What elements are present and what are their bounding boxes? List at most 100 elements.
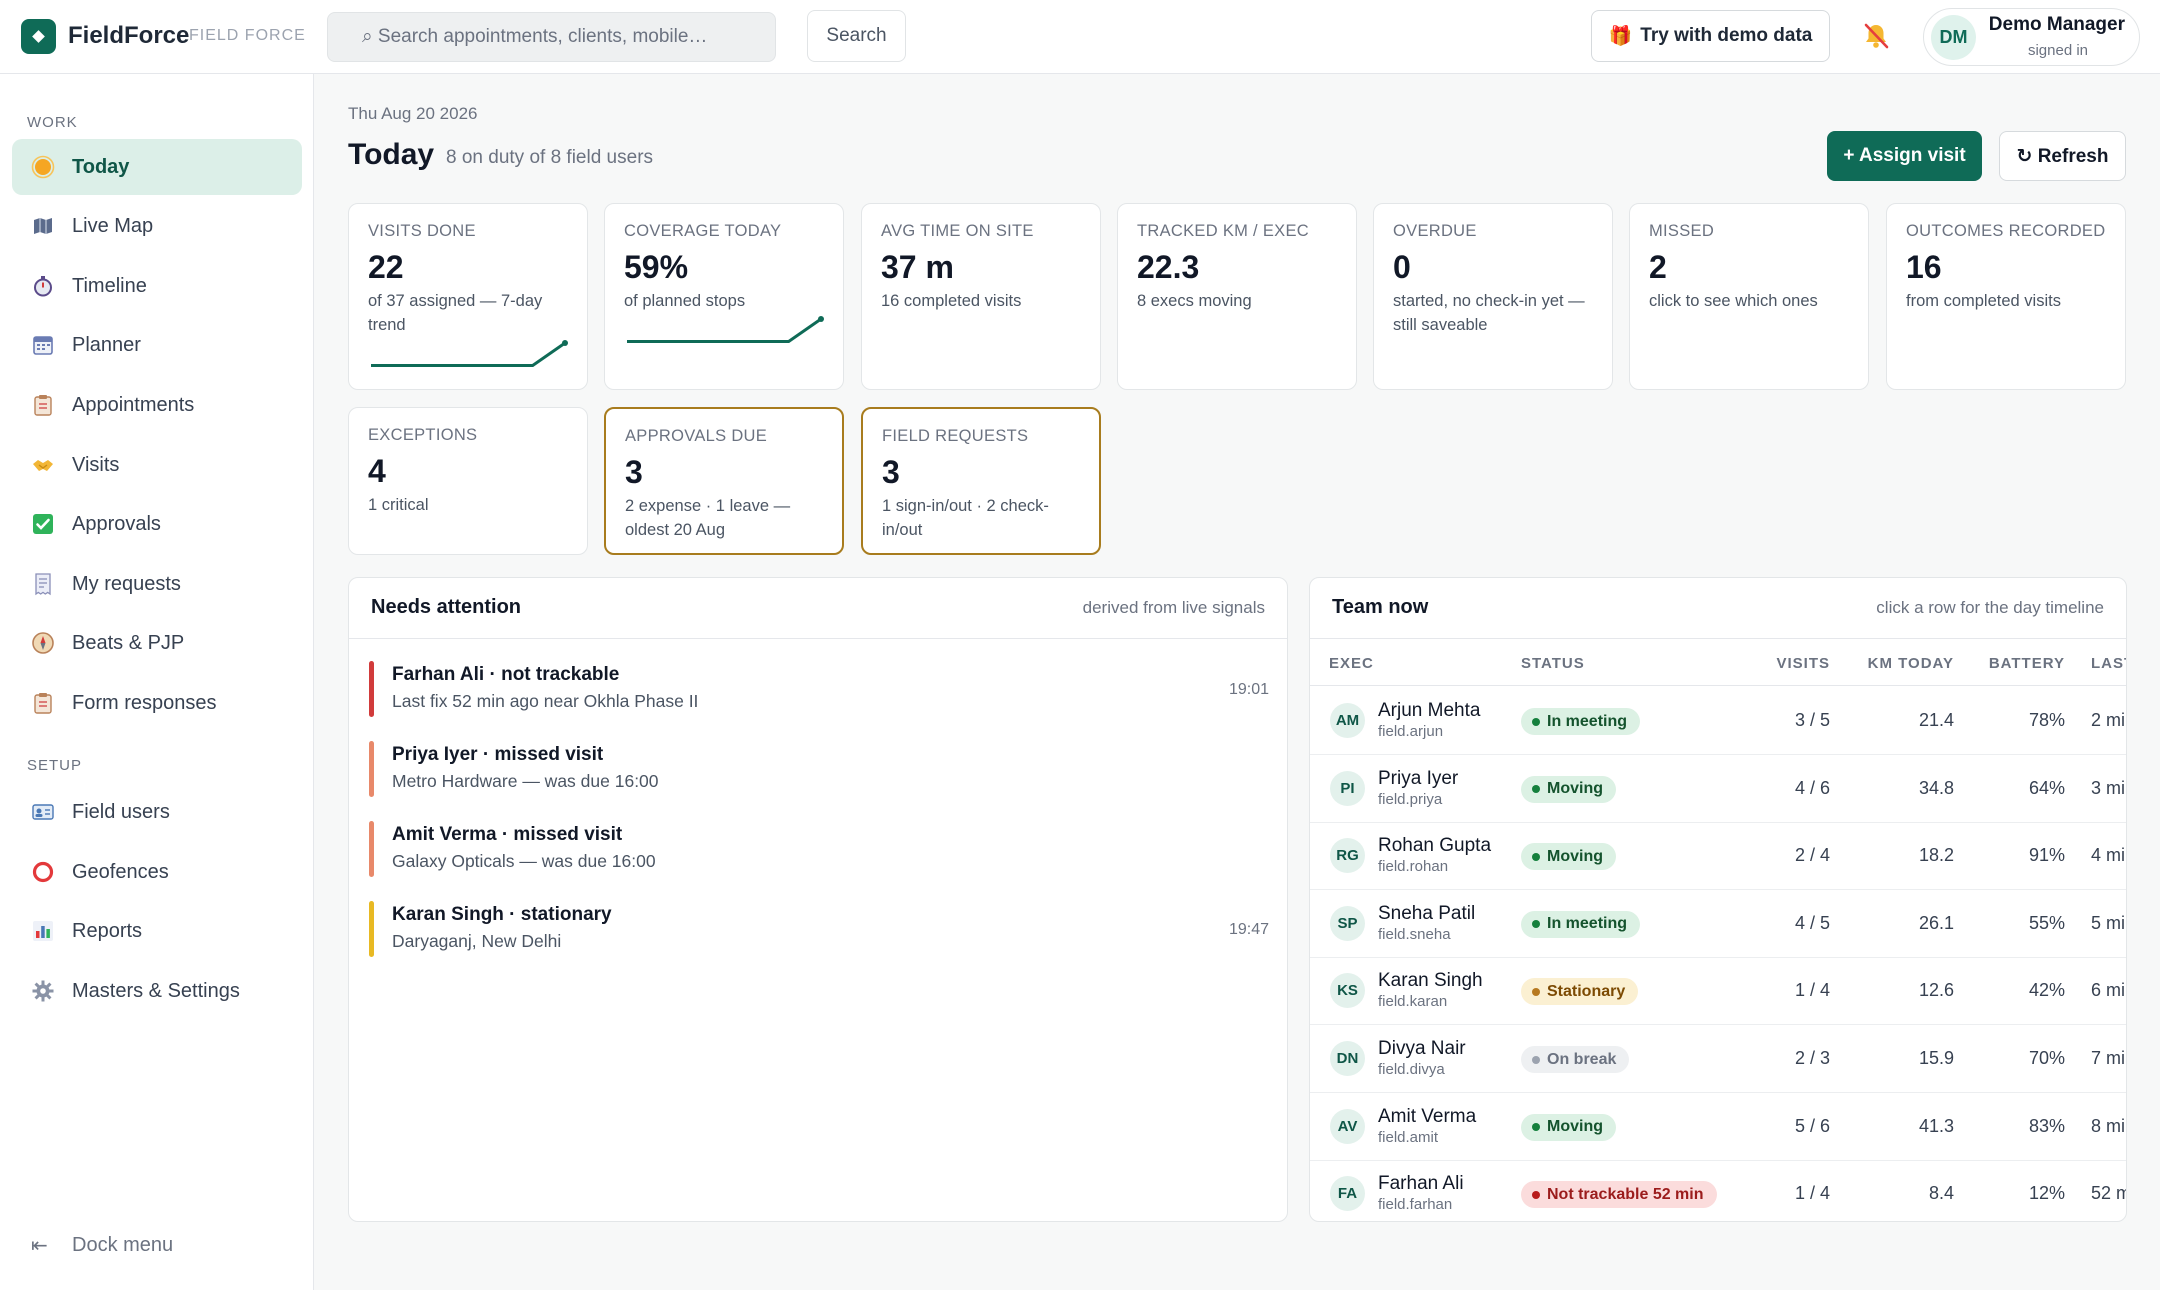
attention-item[interactable]: Amit Verma · missed visit Galaxy Optical…: [369, 821, 1269, 879]
visits-count: 1 / 4: [1794, 980, 1830, 1001]
km-today: 41.3: [1918, 1115, 1954, 1136]
sidebar-item-beats-pjp[interactable]: Beats & PJP: [12, 615, 302, 671]
demo-data-button[interactable]: 🎁 Try with demo data: [1591, 10, 1830, 62]
sidebar-item-form-responses[interactable]: Form responses: [12, 675, 302, 731]
kpi-label: AVG TIME ON SITE: [881, 222, 1034, 240]
table-row[interactable]: SP Sneha Patil field.sneha In meeting 4 / 5 2…: [1310, 891, 2126, 958]
last-seen: 8 min: [2091, 1115, 2126, 1136]
status-badge: Moving: [1521, 775, 1616, 803]
avatar: RG: [1330, 838, 1365, 874]
bell-muted-icon[interactable]: [1860, 20, 1892, 52]
sidebar-item-planner[interactable]: Planner: [12, 317, 302, 373]
sidebar-item-live-map[interactable]: Live Map: [12, 198, 302, 254]
kpi-card-tracked-km[interactable]: TRACKED KM / EXEC 22.3 8 execs moving: [1117, 203, 1357, 390]
avatar: KS: [1330, 973, 1365, 1009]
exec-handle: field.divya: [1378, 1061, 1445, 1078]
kpi-card-missed[interactable]: MISSED 2 click to see which ones: [1629, 203, 1869, 390]
sidebar-item-label: Today: [72, 155, 130, 178]
table-row[interactable]: RG Rohan Gupta field.rohan Moving 2 / 4 18.2 9…: [1310, 823, 2126, 891]
exec-handle: field.karan: [1378, 993, 1448, 1011]
sidebar-item-approvals[interactable]: Approvals: [12, 496, 302, 552]
table-row[interactable]: PI Priya Iyer field.priya Moving 4 / 6 34.8 64…: [1310, 756, 2126, 823]
attention-item[interactable]: Priya Iyer · missed visit Metro Hardware…: [369, 741, 1269, 799]
attention-time: 19:47: [1228, 921, 1269, 938]
attention-item[interactable]: Farhan Ali · not trackable Last fix 52 m…: [369, 661, 1269, 719]
team-now-panel: Team now click a row for the day timelin…: [1309, 577, 2127, 1222]
divider: [349, 638, 1287, 639]
table-row[interactable]: DN Divya Nair field.divya On break 2 / 3 15.9…: [1310, 1026, 2126, 1093]
table-row[interactable]: KS Karan Singh field.karan Stationary 1 / 4 1…: [1310, 958, 2126, 1026]
sidebar-item-timeline[interactable]: Timeline: [12, 258, 302, 314]
status-dot-icon: [1532, 920, 1540, 929]
kpi-card-field-requests[interactable]: FIELD REQUESTS 3 1 sign-in/out · 2 check…: [861, 407, 1101, 555]
sidebar-item-reports[interactable]: Reports: [12, 903, 302, 959]
user-name: Demo Manager: [1988, 14, 2125, 35]
refresh-button[interactable]: ↻ Refresh: [1999, 131, 2126, 181]
status-badge: In meeting: [1521, 910, 1641, 938]
user-menu[interactable]: DM Demo Manager signed in: [1923, 8, 2140, 66]
panel-title: Team now: [1332, 596, 1429, 618]
dock-menu-button[interactable]: ⇤ Dock menu: [12, 1220, 302, 1270]
sidebar-item-label: Form responses: [72, 691, 217, 714]
compass-icon: [31, 631, 55, 655]
kpi-card-overdue[interactable]: OVERDUE 0 started, no check-in yet — sti…: [1373, 203, 1613, 390]
kpi-card-exceptions[interactable]: EXCEPTIONS 4 1 critical: [348, 407, 588, 555]
attention-item[interactable]: Karan Singh · stationary Daryaganj, New …: [369, 901, 1269, 959]
search-box[interactable]: [327, 12, 776, 62]
exec-name: Farhan Ali: [1378, 1173, 1464, 1195]
battery-level: 64%: [2028, 777, 2065, 798]
assign-visit-button[interactable]: + Assign visit: [1827, 131, 1982, 181]
battery-level: 12%: [2028, 1183, 2065, 1204]
sidebar-item-field-users[interactable]: Field users: [12, 784, 302, 840]
column-header-visits[interactable]: VISITS: [1776, 655, 1830, 672]
table-row[interactable]: FA Farhan Ali field.farhan Not trackable 52…: [1310, 1161, 2126, 1221]
kpi-sub: 8 execs moving: [1137, 292, 1252, 310]
km-today: 8.4: [1928, 1183, 1954, 1204]
sidebar-item-geofences[interactable]: Geofences: [12, 844, 302, 900]
sidebar-item-label: My requests: [72, 572, 181, 595]
needs-attention-panel: Needs attention derived from live signal…: [348, 577, 1288, 1222]
kpi-value: 22: [368, 249, 404, 285]
sidebar-item-today[interactable]: Today: [12, 139, 302, 195]
avatar: DM: [1931, 15, 1976, 60]
status-dot-icon: [1532, 717, 1540, 726]
table-row[interactable]: AV Amit Verma field.amit Moving 5 / 6 41.3 83%…: [1310, 1094, 2126, 1161]
column-header-battery[interactable]: BATTERY: [1988, 655, 2065, 672]
last-seen: 6 min: [2091, 980, 2126, 1001]
kpi-value: 4: [368, 453, 386, 489]
kpi-value: 59%: [624, 249, 689, 285]
sidebar-item-my-requests[interactable]: My requests: [12, 556, 302, 612]
sidebar-item-visits[interactable]: Visits: [12, 437, 302, 493]
kpi-card-visits-done[interactable]: VISITS DONE 22 of 37 assigned — 7-day tr…: [348, 203, 588, 390]
column-header-exec[interactable]: EXEC: [1329, 655, 1374, 672]
kpi-card-outcomes-recorded[interactable]: OUTCOMES RECORDED 16 from completed visi…: [1886, 203, 2126, 390]
column-header-km-today[interactable]: KM TODAY: [1867, 655, 1954, 672]
sidebar-item-label: Masters & Settings: [72, 979, 240, 1002]
kpi-card-approvals-due[interactable]: APPROVALS DUE 3 2 expense · 1 leave — ol…: [604, 407, 844, 555]
avatar: SP: [1330, 905, 1365, 941]
search-input[interactable]: [362, 26, 762, 48]
brand-name: FieldForce: [68, 22, 190, 49]
kpi-sub: 2 expense · 1 leave — oldest 20 Aug: [625, 497, 791, 539]
last-seen: 5 min: [2091, 912, 2126, 933]
kpi-card-coverage-today[interactable]: COVERAGE TODAY 59% of planned stops: [604, 203, 844, 390]
trend-line: [371, 341, 566, 367]
column-header-status[interactable]: STATUS: [1521, 655, 1585, 672]
column-header-last[interactable]: LAST: [2091, 655, 2126, 672]
table-row[interactable]: AM Arjun Mehta field.arjun In meeting 3 / 5 2…: [1310, 688, 2126, 755]
sidebar-item-appointments[interactable]: Appointments: [12, 377, 302, 433]
battery-level: 55%: [2028, 912, 2065, 933]
exec-name: Divya Nair: [1378, 1038, 1466, 1059]
km-today: 18.2: [1918, 845, 1954, 866]
trend-point: [818, 316, 824, 322]
kpi-card-avg-time-on-site[interactable]: AVG TIME ON SITE 37 m 16 completed visit…: [861, 203, 1101, 390]
current-date: Thu Aug 20 2026: [348, 104, 478, 123]
panel-title: Needs attention: [371, 596, 522, 618]
search-button[interactable]: Search: [807, 10, 906, 62]
kpi-label: MISSED: [1649, 222, 1715, 240]
sidebar-item-masters-settings[interactable]: Masters & Settings: [12, 963, 302, 1019]
exec-handle: field.arjun: [1378, 723, 1444, 740]
status-dot-icon: [1532, 785, 1540, 794]
panel-hint: derived from live signals: [1082, 598, 1265, 617]
dock-menu-label: Dock menu: [72, 1233, 174, 1256]
